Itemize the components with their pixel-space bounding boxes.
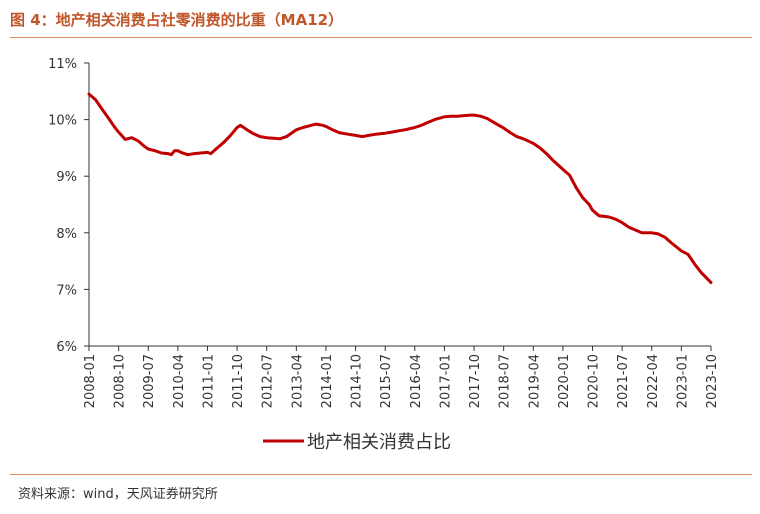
x-tick-label: 2011-01 — [201, 354, 216, 408]
series-line — [87, 92, 713, 285]
legend: 地产相关消费占比 — [263, 432, 451, 453]
x-tick-label: 2010-04 — [172, 354, 187, 408]
y-tick-label: 9% — [56, 170, 77, 185]
x-tick-label: 2020-10 — [587, 354, 602, 408]
y-tick-label: 10% — [48, 114, 77, 129]
bottom-divider — [10, 474, 752, 475]
x-tick-label: 2014-10 — [350, 354, 365, 408]
line-chart: 6% 7% 8% 9% 10% 11% 2008-01 2008-10 2009-07 2010… — [48, 57, 720, 453]
y-tick-label: 6% — [56, 340, 77, 355]
y-tick-label: 7% — [56, 283, 77, 298]
x-tick-label: 2016-04 — [409, 354, 424, 408]
x-tick-label: 2017-01 — [438, 354, 453, 408]
x-tick-label: 2014-01 — [320, 354, 335, 408]
x-tick-label: 2008-10 — [113, 354, 128, 408]
x-tick-label: 2008-01 — [83, 354, 98, 408]
top-divider — [10, 37, 752, 38]
x-tick-label: 2018-07 — [498, 354, 513, 408]
x-tick-label: 2022-04 — [646, 354, 661, 408]
source-note: 资料来源：wind，天风证券研究所 — [18, 487, 218, 502]
x-tick-label: 2023-10 — [705, 354, 720, 408]
x-tick-label: 2017-10 — [468, 354, 483, 408]
legend-label: 地产相关消费占比 — [307, 432, 451, 453]
figure-title: 图 4：地产相关消费占社零消费的比重（MA12） — [10, 11, 344, 29]
x-tick-label: 2015-07 — [379, 354, 394, 408]
x-axis-labels: 2008-01 2008-10 2009-07 2010-04 2011-01 2011-… — [83, 354, 720, 408]
x-tick-label: 2011-10 — [231, 354, 246, 408]
chart-axes — [84, 62, 712, 351]
y-tick-label: 11% — [48, 57, 77, 72]
x-tick-label: 2020-01 — [557, 354, 572, 408]
x-tick-label: 2021-07 — [616, 354, 631, 408]
x-tick-label: 2023-01 — [675, 354, 690, 408]
x-tick-label: 2012-07 — [261, 354, 276, 408]
x-tick-label: 2019-04 — [527, 354, 542, 408]
x-tick-label: 2009-07 — [142, 354, 157, 408]
y-tick-label: 8% — [56, 227, 77, 242]
x-tick-label: 2013-04 — [290, 354, 305, 408]
y-axis-labels: 6% 7% 8% 9% 10% 11% — [48, 57, 77, 355]
